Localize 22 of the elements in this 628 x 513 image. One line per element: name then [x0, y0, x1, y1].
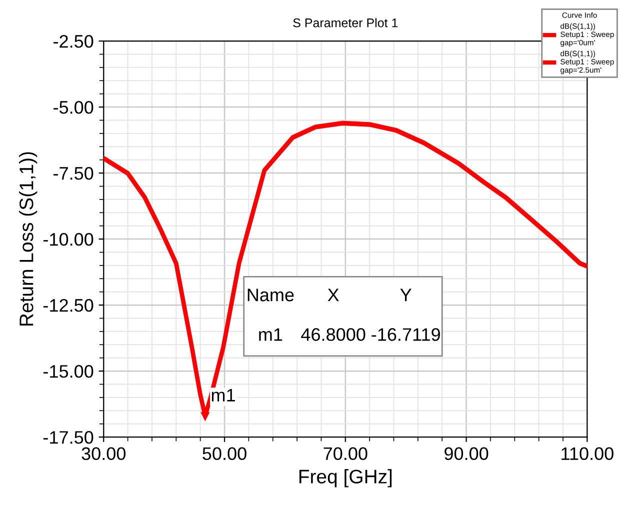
- x-tick-label: 70.00: [324, 447, 368, 460]
- annotation: m1: [259, 328, 282, 341]
- x-tick-label: 90.00: [444, 447, 488, 460]
- annotation: X: [328, 288, 339, 302]
- annotation: 46.8000: [301, 328, 366, 341]
- x-axis-title: Freq [GHz]: [299, 469, 392, 488]
- y-tick-label: -2.50: [54, 34, 94, 48]
- annotation: m1: [212, 388, 235, 402]
- annotation: -16.7119: [372, 328, 440, 341]
- y-tick-label: -7.50: [54, 166, 94, 180]
- x-tick-label: 110.00: [562, 447, 614, 460]
- x-tick-label: 50.00: [202, 447, 246, 460]
- y-axis-title: Return Loss (S(1,1)): [19, 152, 38, 326]
- chart-title: S Parameter Plot 1: [293, 18, 398, 28]
- y-tick-label: -15.00: [44, 365, 94, 378]
- y-tick-label: -5.00: [54, 100, 94, 114]
- annotation: Y: [400, 288, 412, 302]
- y-tick-label: -10.00: [44, 232, 94, 246]
- x-tick-label: 30.00: [82, 447, 126, 460]
- y-tick-label: -12.50: [44, 299, 94, 312]
- y-tick-label: -17.50: [44, 431, 94, 444]
- annotation: Name: [248, 288, 294, 302]
